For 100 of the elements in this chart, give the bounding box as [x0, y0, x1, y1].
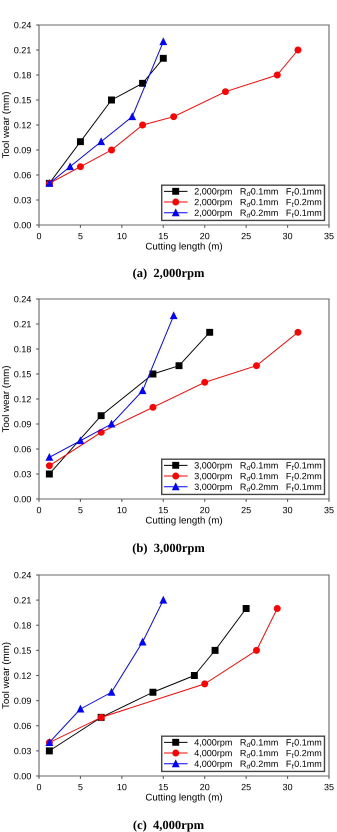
y-axis-title: Tool wear (mm) [2, 642, 12, 709]
y-tick-label: 0.12 [14, 672, 31, 679]
y-tick-label: 0.18 [14, 622, 31, 629]
point [139, 122, 146, 128]
point [76, 706, 84, 712]
y-tick-label: 0.21 [14, 46, 31, 54]
point [139, 80, 146, 87]
x-tick-label: 0 [36, 232, 42, 240]
x-tick-label: 25 [242, 784, 251, 790]
y-tick-label: 0.03 [14, 470, 31, 478]
point [160, 596, 167, 604]
x-axis-title: Cutting length (m) [146, 516, 222, 526]
point [46, 747, 53, 754]
x-tick-label: 10 [118, 506, 127, 514]
point [76, 138, 84, 146]
y-tick-label: 0.18 [14, 72, 31, 78]
y-tick-label: 0.21 [14, 320, 31, 328]
y-tick-label: 0.15 [14, 370, 31, 378]
y-tick-label: 0.09 [14, 420, 31, 428]
y-tick-label: 0.09 [14, 698, 31, 704]
point [253, 646, 260, 654]
point [253, 362, 260, 370]
legend-label: 4,000rpm R$_{d}$0.1mm F$_{t}$0.1mm [194, 739, 322, 748]
point [108, 146, 115, 154]
x-axis-title: Cutting length (m) [146, 242, 222, 252]
point [201, 378, 208, 386]
y-axis-title: Tool wear (mm) [2, 366, 12, 432]
point [139, 387, 146, 394]
x-tick-label: 20 [200, 784, 210, 790]
legend-label: 3,000rpm R$_{d}$0.2mm F$_{t}$0.1mm [194, 484, 322, 492]
x-tick-label: 0 [36, 506, 42, 514]
x-tick-label: 5 [78, 232, 83, 240]
point [170, 113, 178, 120]
y-tick-label: 0.21 [14, 597, 31, 604]
x-tick-label: 15 [158, 506, 168, 514]
y-tick-label: 0.15 [14, 96, 31, 104]
point [149, 688, 156, 696]
y-tick-label: 0.12 [14, 396, 31, 402]
point [170, 312, 178, 320]
point [160, 38, 167, 46]
point [294, 328, 302, 336]
x-tick-label: 20 [200, 232, 210, 240]
point [46, 454, 53, 461]
y-tick-label: 0.00 [14, 772, 32, 780]
y-tick-label: 0.24 [14, 296, 32, 302]
y-tick-label: 0.24 [14, 572, 32, 578]
x-tick-label: 10 [118, 232, 127, 240]
y-tick-label: 0.03 [14, 748, 31, 754]
legend-label: 3,000rpm R$_{d}$0.1mm F$_{t}$0.1mm [194, 462, 322, 470]
legend-label: 4,000rpm R$_{d}$0.1mm F$_{t}$0.2mm [194, 750, 322, 758]
y-tick-label: 0.18 [14, 346, 31, 352]
point [108, 688, 115, 696]
x-tick-label: 20 [200, 506, 210, 514]
point [222, 88, 229, 96]
text: (a) 2,000rpm [133, 268, 204, 280]
x-tick-label: 25 [242, 506, 251, 514]
x-tick-label: 35 [324, 232, 334, 240]
point [242, 605, 250, 612]
x-tick-label: 30 [282, 506, 292, 514]
y-tick-label: 0.06 [14, 172, 31, 178]
x-tick-label: 5 [78, 784, 83, 790]
point [128, 113, 136, 120]
point [206, 328, 214, 336]
x-tick-label: 5 [78, 506, 83, 514]
y-tick-label: 0.15 [14, 647, 31, 654]
point [149, 404, 156, 411]
legend-label: 2,000rpm R$_{d}$0.1mm F$_{t}$0.2mm [194, 198, 322, 208]
text: (c) 4,000rpm [133, 820, 204, 832]
x-tick-label: 15 [158, 784, 168, 790]
legend-label: 2,000rpm R$_{d}$0.1mm F$_{t}$0.1mm [194, 188, 322, 196]
x-tick-label: 10 [118, 784, 127, 790]
y-tick-label: 0.24 [14, 22, 32, 28]
y-tick-label: 0.06 [14, 722, 31, 730]
x-tick-label: 15 [158, 232, 168, 240]
point [46, 462, 53, 470]
point [294, 46, 302, 54]
legend-label: 2,000rpm R$_{d}$0.2mm F$_{t}$0.1mm [194, 210, 322, 218]
x-tick-label: 30 [282, 232, 292, 240]
point [46, 470, 53, 478]
point [201, 680, 208, 688]
point [190, 672, 198, 679]
point [108, 96, 115, 104]
point [160, 54, 167, 62]
point [66, 163, 74, 170]
point [98, 412, 105, 420]
x-tick-label: 0 [36, 784, 42, 790]
x-tick-label: 30 [282, 784, 292, 790]
y-tick-label: 0.09 [14, 146, 31, 154]
point [98, 138, 105, 146]
point [108, 420, 115, 428]
x-axis-title: Cutting length (m) [146, 793, 222, 803]
y-axis-title: Tool wear (mm) [2, 92, 12, 158]
y-tick-label: 0.00 [14, 222, 32, 228]
legend-label: 4,000rpm R$_{d}$0.2mm F$_{t}$0.1mm [194, 760, 322, 769]
legend-label: 3,000rpm R$_{d}$0.1mm F$_{t}$0.2mm [194, 472, 322, 482]
y-tick-label: 0.03 [14, 196, 31, 204]
point [212, 646, 219, 654]
point [149, 370, 156, 378]
point [274, 72, 281, 78]
y-tick-label: 0.12 [14, 122, 31, 128]
